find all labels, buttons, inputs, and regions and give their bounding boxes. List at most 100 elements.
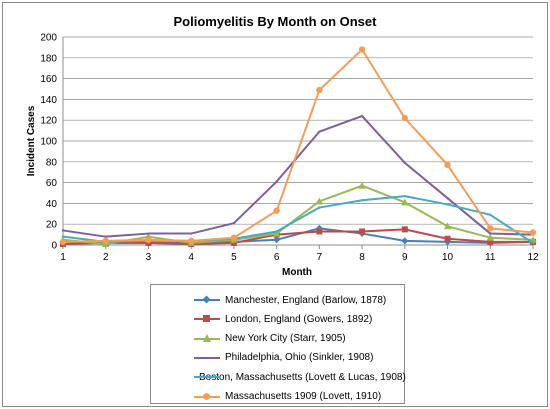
data-point <box>529 229 537 236</box>
x-tick-label: 9 <box>402 252 408 263</box>
x-axis-title: Month <box>282 267 312 278</box>
series-2 <box>60 226 536 247</box>
series-line <box>62 115 534 238</box>
data-point <box>401 114 409 122</box>
series-5 <box>61 194 535 245</box>
y-tick-label: 20 <box>46 220 58 231</box>
data-point <box>147 232 150 235</box>
data-point <box>61 229 65 232</box>
data-point <box>443 222 452 230</box>
legend-item: Philadelphia, Ohio (Sinkler, 1908) <box>151 349 404 367</box>
chart-canvas: Poliomyelitis By Month on Onset Month In… <box>26 14 539 278</box>
data-point <box>104 235 107 238</box>
x-tick-label: 2 <box>103 252 109 263</box>
legend-item: Massachusetts 1909 (Lovett, 1910) <box>151 388 404 406</box>
legend-label: Manchester, England (Barlow, 1878) <box>225 294 387 306</box>
data-point <box>489 213 492 217</box>
legend-label: London, England (Gowers, 1892) <box>225 313 373 325</box>
y-tick-label: 140 <box>40 95 57 106</box>
y-tick-label: 0 <box>51 241 57 252</box>
x-tick-label: 10 <box>442 252 454 263</box>
data-point <box>487 238 494 245</box>
data-point <box>360 199 364 202</box>
data-point <box>316 228 323 235</box>
y-tick-label: 120 <box>40 116 57 127</box>
x-tick-label: 7 <box>317 252 323 263</box>
y-tick-label: 200 <box>40 33 57 44</box>
series-line <box>62 195 534 244</box>
chart-title: Poliomyelitis By Month on Onset <box>174 14 378 29</box>
x-tick-label: 4 <box>188 252 194 263</box>
legend-swatch <box>194 333 220 344</box>
data-point <box>360 114 364 118</box>
data-point <box>403 194 407 198</box>
data-point <box>275 180 278 183</box>
x-tick-label: 12 <box>527 252 539 263</box>
x-tick-label: 8 <box>359 252 365 263</box>
data-point <box>230 239 237 246</box>
legend-label: Massachusetts 1909 (Lovett, 1910) <box>225 391 382 402</box>
y-axis-title: Incident Cases <box>26 105 37 176</box>
legend-item: New York City (Starr, 1905) <box>151 330 404 348</box>
series-line <box>62 48 534 243</box>
data-point <box>316 86 323 94</box>
data-point <box>145 236 152 243</box>
y-tick-label: 180 <box>40 53 57 64</box>
series-lines <box>59 46 537 247</box>
data-point <box>489 232 492 235</box>
series-6 <box>59 46 537 246</box>
legend-label: Boston, Massachusetts (Lovett & Lucas, 1… <box>199 371 406 383</box>
gridlines <box>63 36 533 225</box>
legend-label: New York City (Starr, 1905) <box>225 333 346 345</box>
x-tick-label: 5 <box>231 252 237 263</box>
data-point <box>102 237 109 245</box>
data-point <box>487 225 494 232</box>
data-point <box>273 207 280 214</box>
series-line <box>62 184 534 245</box>
x-tick-label: 6 <box>274 252 280 263</box>
data-point <box>403 161 407 165</box>
y-tick-label: 160 <box>40 74 57 85</box>
data-point <box>230 234 238 241</box>
data-point <box>401 237 409 245</box>
legend-item: Manchester, England (Barlow, 1878) <box>151 291 404 309</box>
legend-swatch <box>194 314 220 324</box>
legend-label: Philadelphia, Ohio (Sinkler, 1908) <box>225 352 374 364</box>
data-point <box>318 130 321 133</box>
data-point <box>358 46 366 53</box>
y-tick-label: 100 <box>40 137 57 148</box>
legend-item: London, England (Gowers, 1892) <box>151 310 404 328</box>
data-point <box>359 228 366 235</box>
data-point <box>318 206 321 209</box>
data-point <box>273 229 281 237</box>
data-point <box>273 236 281 244</box>
data-point <box>59 238 67 246</box>
x-tick-label: 1 <box>60 252 66 263</box>
y-tick-label: 80 <box>46 157 58 168</box>
series-4 <box>61 114 535 238</box>
x-tick-label: 3 <box>146 252 152 263</box>
series-line <box>62 228 533 245</box>
data-point <box>446 197 449 200</box>
data-point <box>61 235 65 238</box>
legend-item: Boston, Massachusetts (Lovett & Lucas, 1… <box>151 368 406 386</box>
data-point <box>358 181 366 189</box>
data-point <box>444 161 451 169</box>
data-point <box>232 221 236 225</box>
data-point <box>401 226 408 233</box>
legend-swatch <box>194 353 220 363</box>
x-tick-label: 11 <box>485 252 496 263</box>
data-point <box>531 241 535 245</box>
y-tick-label: 40 <box>46 199 58 210</box>
y-tick-label: 60 <box>46 178 58 189</box>
data-point <box>401 198 409 206</box>
legend-swatch <box>194 295 220 305</box>
data-point <box>189 232 193 235</box>
legend-swatch <box>194 392 220 402</box>
legend: Manchester, England (Barlow, 1878) London… <box>150 284 406 406</box>
data-point <box>275 230 278 233</box>
data-point <box>315 197 323 205</box>
data-point <box>446 203 449 206</box>
